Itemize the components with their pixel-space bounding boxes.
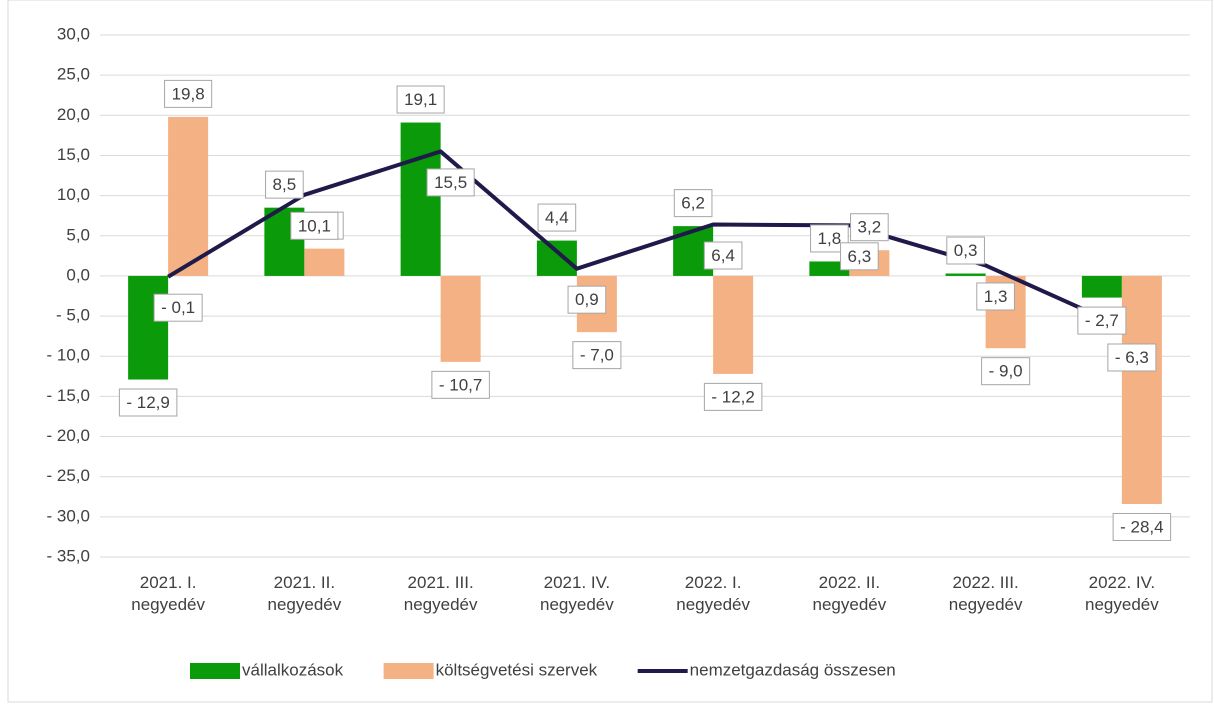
bar xyxy=(945,273,986,276)
bar xyxy=(400,122,441,276)
y-tick-label: - 10,0 xyxy=(47,346,90,365)
data-label: 19,1 xyxy=(404,90,437,109)
legend-label: vállalkozások xyxy=(242,660,344,679)
y-tick-label: - 20,0 xyxy=(47,426,90,445)
bar xyxy=(1121,275,1162,504)
y-tick-label: 5,0 xyxy=(66,225,90,244)
data-label-box xyxy=(164,79,213,108)
data-label-box xyxy=(981,357,1031,386)
x-tick-label: 2021. I. negyedév xyxy=(131,573,205,614)
y-tick-label: 20,0 xyxy=(57,105,90,124)
legend-swatch xyxy=(383,663,434,679)
data-label-box xyxy=(396,85,445,114)
data-label-box xyxy=(431,370,490,399)
data-label: 4,4 xyxy=(545,208,569,227)
bar xyxy=(1081,275,1122,298)
data-label: - 28,4 xyxy=(1120,517,1163,536)
data-label-box xyxy=(118,388,178,417)
bar xyxy=(809,261,850,276)
data-label: - 2,7 xyxy=(1085,311,1119,330)
x-tick-label: 2022. IV. negyedév xyxy=(1085,573,1159,614)
data-label: 6,3 xyxy=(848,247,872,266)
data-label: 3,2 xyxy=(858,218,882,237)
y-tick-label: 10,0 xyxy=(57,185,90,204)
bar xyxy=(440,275,481,362)
bar xyxy=(168,116,209,276)
legend-label: költségvetési szervek xyxy=(436,660,598,679)
y-tick-label: - 25,0 xyxy=(47,466,90,485)
data-label: - 12,2 xyxy=(711,387,754,406)
data-label-box xyxy=(153,293,203,322)
data-label: 1,8 xyxy=(818,229,842,248)
data-label-box xyxy=(426,168,475,197)
data-label: - 6,3 xyxy=(1115,348,1149,367)
data-label: 1,3 xyxy=(984,287,1008,306)
y-tick-label: - 30,0 xyxy=(47,506,90,525)
x-tick-label: 2021. IV. negyedév xyxy=(540,573,614,614)
legend-swatch xyxy=(190,663,240,679)
data-label: - 12,9 xyxy=(126,393,169,412)
data-label: - 10,7 xyxy=(439,375,482,394)
data-label: 10,1 xyxy=(298,216,331,235)
data-label-box xyxy=(946,236,985,265)
data-label: - 9,0 xyxy=(989,362,1023,381)
data-label-box xyxy=(537,203,577,232)
y-tick-label: 25,0 xyxy=(57,65,90,84)
data-label: 19,8 xyxy=(172,84,205,103)
data-label: 0,3 xyxy=(954,241,978,260)
data-label-box xyxy=(1112,512,1172,541)
data-label: 15,5 xyxy=(434,173,467,192)
data-label: 8,5 xyxy=(273,175,297,194)
x-tick-label: 2021. III. negyedév xyxy=(403,573,478,614)
data-label-box xyxy=(703,241,743,270)
y-tick-label: - 35,0 xyxy=(47,546,90,565)
x-tick-label: 2021. II. negyedév xyxy=(267,573,342,614)
bar xyxy=(713,275,754,374)
data-label-box xyxy=(850,213,889,242)
y-tick-label: - 15,0 xyxy=(47,386,90,405)
data-label: - 7,0 xyxy=(580,346,614,365)
data-label-box xyxy=(572,341,622,370)
x-tick-label: 2022. III. negyedév xyxy=(948,573,1023,614)
data-label: 6,4 xyxy=(711,246,735,265)
data-label-box xyxy=(673,189,713,218)
y-tick-label: - 5,0 xyxy=(56,306,90,325)
bar xyxy=(304,248,345,276)
x-tick-label: 2022. I. negyedév xyxy=(676,573,750,614)
data-label-box xyxy=(840,242,879,271)
data-label: 0,9 xyxy=(575,290,599,309)
y-tick-label: 15,0 xyxy=(57,145,90,164)
y-tick-label: 0,0 xyxy=(66,265,90,284)
data-label-box xyxy=(265,170,304,199)
data-label: 6,2 xyxy=(681,194,705,213)
data-label-box xyxy=(976,282,1015,311)
legend-label: nemzetgazdaság összesen xyxy=(690,660,896,679)
data-label: - 0,1 xyxy=(161,298,195,317)
data-label-box xyxy=(1107,343,1157,372)
y-tick-label: 30,0 xyxy=(57,24,90,43)
data-label-box xyxy=(1077,306,1127,335)
data-label-box xyxy=(290,211,339,240)
bar xyxy=(128,275,169,380)
data-label-box xyxy=(567,285,607,314)
data-label-box xyxy=(703,382,763,411)
chart-frame xyxy=(7,0,1213,703)
bar xyxy=(536,240,577,276)
x-tick-label: 2022. II. negyedév xyxy=(812,573,887,614)
